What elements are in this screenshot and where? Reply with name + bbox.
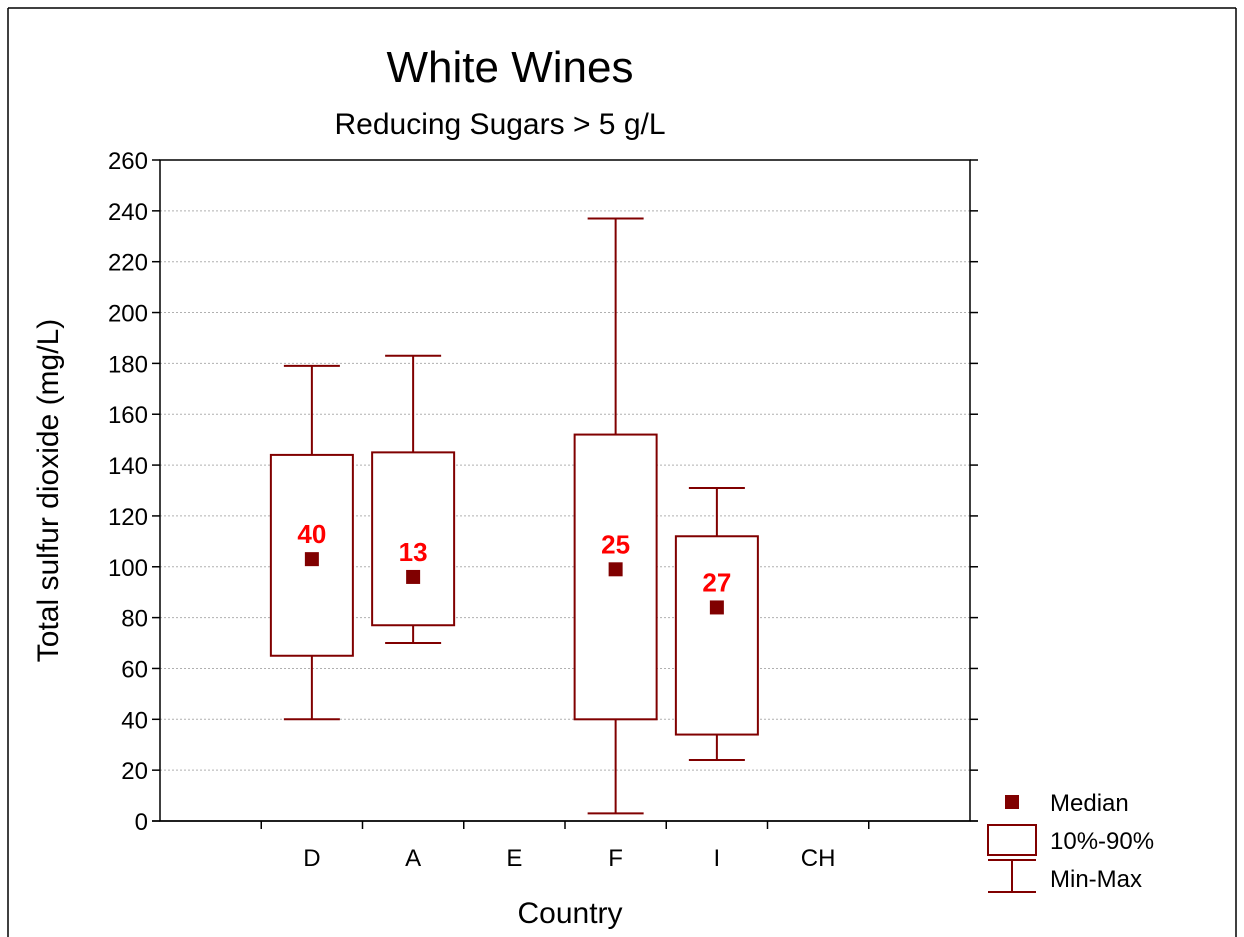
count-label: 27 (702, 567, 731, 597)
legend: Median 10%-90% Min-Max (987, 790, 1154, 893)
legend-item: 10%-90% (987, 824, 1154, 856)
chart-subtitle: Reducing Sugars > 5 g/L (334, 108, 665, 141)
count-label: 13 (399, 537, 428, 567)
x-tick-label: A (405, 845, 421, 872)
y-tick-label: 20 (121, 758, 148, 785)
y-tick-label: 180 (108, 351, 148, 378)
legend-median-icon (1005, 795, 1019, 809)
x-tick-label: D (303, 845, 320, 872)
box-10-90 (674, 535, 759, 736)
y-tick-label: 100 (108, 555, 148, 582)
y-tick-label: 80 (121, 606, 148, 633)
x-tick-label: CH (801, 845, 836, 872)
box-A: 13 (371, 354, 456, 645)
y-tick-label: 240 (108, 199, 148, 226)
y-tick-label: 260 (108, 148, 148, 175)
y-tick-label: 160 (108, 402, 148, 429)
legend-label: Median (1050, 790, 1129, 817)
legend-item: Median (1005, 790, 1129, 817)
legend-label: 10%-90% (1050, 828, 1154, 855)
box-series: 40 13 25 27 (269, 217, 759, 815)
x-tick-label: E (506, 845, 522, 872)
y-axis-label: Total sulfur dioxide (mg/L) (32, 319, 65, 662)
y-tick-label: 120 (108, 504, 148, 531)
y-tick-label: 200 (108, 301, 148, 328)
median-marker (406, 569, 421, 584)
box-D: 40 (269, 364, 354, 721)
median-marker (709, 600, 724, 615)
median-marker (304, 552, 319, 567)
box-10-90 (573, 433, 658, 721)
box-F: 25 (573, 217, 658, 815)
y-tick-label: 0 (135, 809, 148, 836)
y-tick-label: 60 (121, 656, 148, 683)
count-label: 25 (601, 529, 630, 559)
median-marker (608, 562, 623, 577)
box-10-90 (371, 451, 456, 627)
legend-item: Min-Max (988, 859, 1142, 893)
legend-box-icon (987, 824, 1037, 856)
chart-title: White Wines (387, 43, 634, 92)
y-tick-label: 220 (108, 250, 148, 277)
y-tick-label: 140 (108, 453, 148, 480)
x-tick-label: I (714, 845, 721, 872)
gridlines (160, 210, 970, 771)
x-axis: D A E F I CH (152, 820, 978, 872)
y-tick-label: 40 (121, 707, 148, 734)
legend-label: Min-Max (1050, 866, 1142, 893)
x-tick-label: F (608, 845, 623, 872)
x-axis-label: Country (517, 897, 622, 930)
y-axis: 0 20 40 60 80 100 120 140 160 180 200 220 240 260 (108, 148, 978, 836)
count-label: 40 (297, 519, 326, 549)
box-I: 27 (674, 486, 759, 761)
